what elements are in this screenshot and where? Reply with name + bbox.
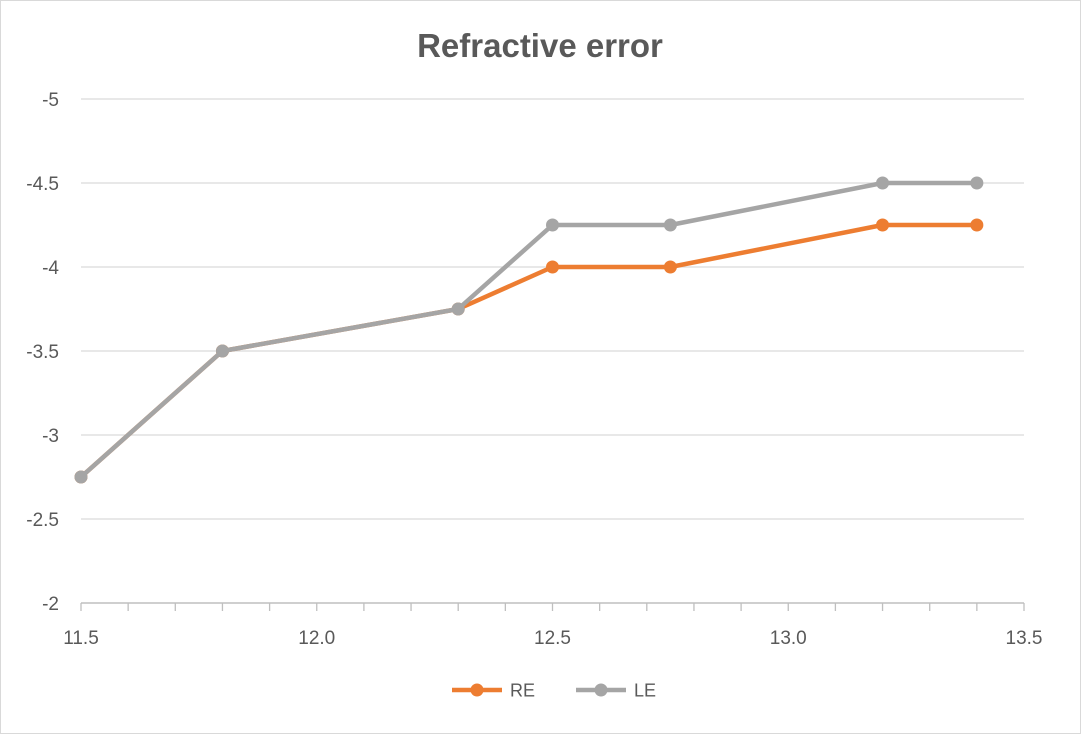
data-point-le xyxy=(215,344,229,358)
y-tick-label: -5 xyxy=(42,90,59,111)
y-tick-label: -4 xyxy=(42,258,59,279)
y-tick-labels: -5 -4.5 -4 -3.5 -3 -2.5 -2 xyxy=(26,90,59,615)
x-tick-labels: 11.5 12.0 12.5 13.0 13.5 xyxy=(63,628,1042,649)
data-point-re xyxy=(663,260,677,274)
x-tick-label: 13.5 xyxy=(1006,628,1043,649)
legend-label-le: LE xyxy=(634,681,656,701)
x-tick-label: 12.0 xyxy=(298,628,335,649)
series-line-le xyxy=(78,180,980,480)
data-point-le xyxy=(876,176,890,190)
data-point-le xyxy=(970,176,984,190)
x-tick-label: 12.5 xyxy=(534,628,571,649)
y-tick-label: -3 xyxy=(42,426,59,447)
y-tick-label: -2.5 xyxy=(26,510,59,531)
chart-title: Refractive error xyxy=(417,27,663,64)
data-point-re xyxy=(970,218,984,232)
x-axis xyxy=(80,602,1025,611)
y-tick-label: -3.5 xyxy=(26,342,59,363)
data-point-le xyxy=(546,218,559,232)
data-point-le xyxy=(451,302,465,316)
y-tick-label: -4.5 xyxy=(26,174,59,195)
series-layer xyxy=(74,176,984,484)
data-point-re xyxy=(876,218,890,232)
legend-marker-le xyxy=(594,683,608,697)
y-tick-label: -2 xyxy=(42,594,59,615)
data-point-le xyxy=(663,218,677,232)
data-point-re xyxy=(546,260,559,274)
legend-label-re: RE xyxy=(510,681,535,701)
x-tick-label: 11.5 xyxy=(63,628,99,649)
x-tick-label: 13.0 xyxy=(770,628,807,649)
legend: RE LE xyxy=(452,681,656,701)
grid-lines xyxy=(81,98,1024,520)
legend-marker-re xyxy=(470,683,484,697)
data-point-le xyxy=(74,470,88,484)
